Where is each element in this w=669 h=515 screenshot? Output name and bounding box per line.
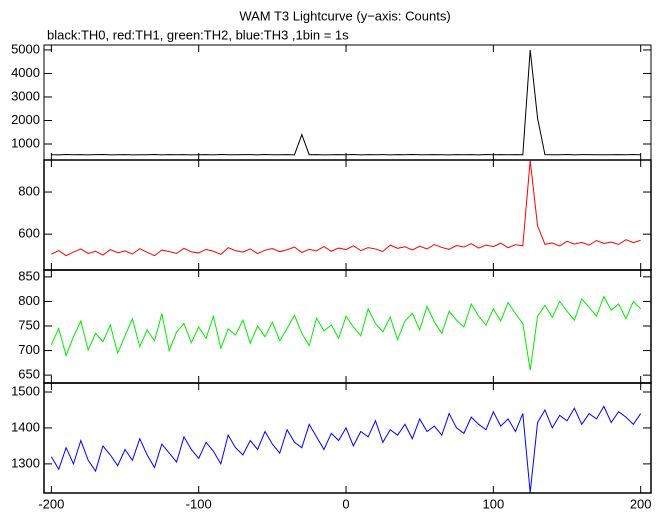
chart-subtitle: black:TH0, red:TH1, green:TH2, blue:TH3 … [47, 27, 349, 42]
y-tick-label: 1000 [11, 135, 40, 150]
x-tick-label: -100 [186, 496, 212, 511]
series-line [50, 405, 642, 493]
y-tick-label: 650 [18, 367, 40, 382]
series-line [50, 295, 642, 371]
y-tick-label: 600 [18, 226, 40, 241]
y-tick-label: 700 [18, 342, 40, 357]
y-tick-label: 750 [18, 317, 40, 332]
y-tick-label: 850 [18, 268, 40, 283]
panel-frame [43, 269, 652, 384]
series-line [51, 160, 641, 257]
y-tick-label: 4000 [11, 65, 40, 80]
panel-frame [43, 159, 652, 271]
y-tick-label: 2000 [11, 112, 40, 127]
series-line [51, 49, 641, 156]
y-tick-label: 3000 [11, 88, 40, 103]
panel-frame [43, 44, 652, 161]
y-tick-label: 5000 [11, 41, 40, 56]
x-tick-label: -200 [38, 496, 64, 511]
panel-frame [43, 382, 652, 494]
y-tick-label: 1500 [11, 383, 40, 398]
y-tick-label: 800 [18, 293, 40, 308]
y-tick-label: 800 [18, 183, 40, 198]
x-tick-label: 200 [630, 496, 652, 511]
y-tick-label: 1400 [11, 419, 40, 434]
x-tick-label: 100 [483, 496, 505, 511]
y-tick-label: 1300 [11, 455, 40, 470]
x-tick-label: 0 [342, 496, 349, 511]
chart-title: WAM T3 Lightcurve (y−axis: Counts) [239, 8, 450, 23]
